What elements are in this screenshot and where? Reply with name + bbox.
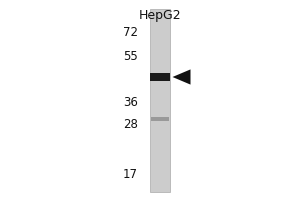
Text: HepG2: HepG2 (139, 9, 182, 22)
Bar (150, 73, 170, 81)
Text: 72: 72 (123, 26, 138, 40)
Bar (150, 9, 170, 192)
Text: 28: 28 (123, 118, 138, 132)
Text: 55: 55 (123, 50, 138, 64)
Bar (151, 117, 169, 121)
Text: 17: 17 (123, 168, 138, 180)
Text: 36: 36 (123, 96, 138, 108)
Polygon shape (172, 69, 190, 85)
